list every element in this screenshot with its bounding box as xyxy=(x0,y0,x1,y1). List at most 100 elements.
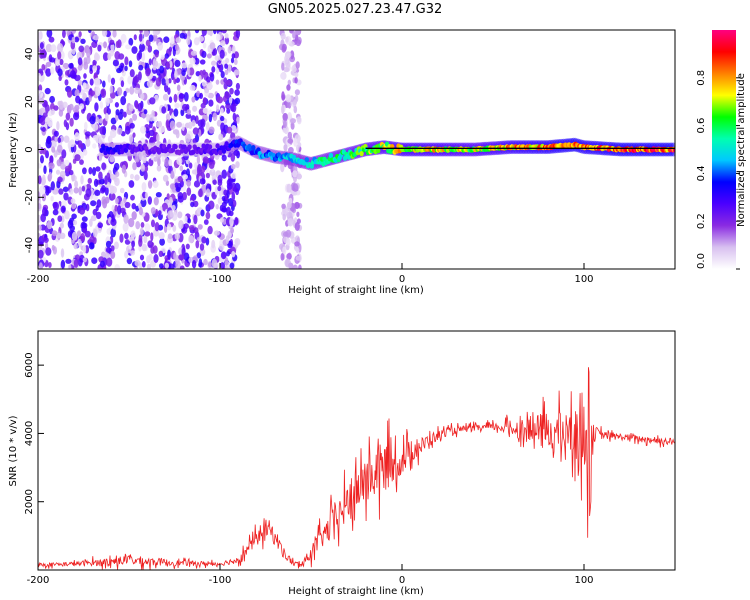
noise-mark xyxy=(236,116,240,125)
noise-mark xyxy=(148,58,152,66)
noise-mark xyxy=(143,30,150,37)
noise-mark xyxy=(284,54,289,64)
noise-mark xyxy=(115,197,119,204)
noise-mark xyxy=(156,164,162,172)
noise-mark xyxy=(292,99,297,106)
noise-mark xyxy=(99,260,105,268)
noise-mark xyxy=(137,71,142,81)
noise-mark xyxy=(232,199,237,208)
noise-mark xyxy=(44,186,50,196)
noise-mark xyxy=(71,231,78,241)
noise-mark xyxy=(106,172,111,181)
noise-mark xyxy=(202,156,209,164)
noise-mark xyxy=(281,104,285,115)
noise-mark xyxy=(198,258,203,268)
noise-mark xyxy=(141,261,146,268)
noise-mark xyxy=(146,255,151,264)
noise-mark xyxy=(41,63,46,71)
spectrogram-x-axis: -200 -100 0 100 xyxy=(27,263,594,285)
noise-mark xyxy=(46,220,53,230)
colorbar-tick-label: 0.2 xyxy=(696,213,707,229)
noise-mark xyxy=(109,155,115,163)
noise-mark xyxy=(213,30,217,35)
noise-mark xyxy=(74,254,81,261)
noise-mark xyxy=(99,126,106,135)
noise-mark xyxy=(101,185,106,193)
noise-mark xyxy=(222,206,227,213)
noise-mark xyxy=(192,127,199,135)
noise-mark xyxy=(185,133,191,143)
noise-mark xyxy=(113,241,119,250)
noise-mark xyxy=(82,257,87,263)
noise-mark xyxy=(235,30,241,39)
noise-mark xyxy=(69,188,74,195)
noise-mark xyxy=(50,108,55,115)
noise-mark xyxy=(153,156,158,162)
noise-mark xyxy=(146,263,152,269)
noise-mark xyxy=(65,112,71,121)
noise-mark xyxy=(208,99,214,107)
noise-mark xyxy=(167,233,173,240)
noise-mark xyxy=(149,121,153,129)
noise-mark xyxy=(74,180,79,188)
noise-mark xyxy=(152,245,158,254)
noise-mark xyxy=(225,79,232,86)
ridge-mark xyxy=(187,144,192,150)
noise-mark xyxy=(201,30,207,36)
noise-mark xyxy=(52,188,59,195)
noise-mark xyxy=(59,170,66,178)
noise-mark xyxy=(80,38,86,44)
noise-mark xyxy=(41,126,46,132)
noise-mark xyxy=(101,30,108,37)
noise-mark xyxy=(199,92,204,99)
noise-mark xyxy=(181,62,188,69)
noise-mark xyxy=(282,246,287,255)
noise-mark xyxy=(144,223,151,232)
noise-mark xyxy=(133,34,137,41)
noise-mark xyxy=(77,57,83,66)
noise-mark xyxy=(45,139,52,149)
noise-mark xyxy=(170,36,175,45)
noise-mark xyxy=(179,165,184,172)
noise-mark xyxy=(105,240,112,248)
ridge-mark xyxy=(179,148,185,154)
noise-mark xyxy=(191,96,196,103)
noise-mark xyxy=(144,192,148,199)
noise-mark xyxy=(85,55,91,65)
spectrogram-y-axis: -40 -20 0 20 40 xyxy=(24,48,44,253)
noise-mark xyxy=(229,217,234,227)
noise-mark xyxy=(176,121,183,128)
noise-mark xyxy=(281,203,286,209)
noise-mark xyxy=(112,30,117,38)
ridge-mark xyxy=(123,147,129,153)
noise-mark xyxy=(151,219,155,228)
noise-mark xyxy=(165,78,170,86)
snr-panel: -200 -100 0 100 2000 4000 6000 Height of stra… xyxy=(8,330,676,597)
noise-mark xyxy=(190,50,197,56)
noise-mark xyxy=(178,254,185,261)
noise-mark xyxy=(95,166,101,172)
noise-mark xyxy=(169,120,176,130)
noise-mark xyxy=(287,112,292,121)
noise-mark xyxy=(200,209,205,217)
noise-mark xyxy=(134,87,141,94)
x-tick-label: -100 xyxy=(209,575,232,586)
noise-mark xyxy=(155,77,162,87)
noise-mark xyxy=(50,66,55,75)
noise-mark xyxy=(50,181,55,191)
noise-mark xyxy=(131,211,137,220)
noise-mark xyxy=(79,152,84,160)
noise-mark xyxy=(125,44,132,50)
noise-mark xyxy=(162,174,169,182)
noise-mark xyxy=(292,183,299,192)
noise-mark xyxy=(84,121,88,131)
noise-mark xyxy=(283,66,290,73)
noise-mark xyxy=(172,224,177,232)
noise-mark xyxy=(131,203,137,210)
noise-mark xyxy=(154,60,158,67)
noise-mark xyxy=(217,197,223,205)
noise-mark xyxy=(89,218,93,227)
noise-mark xyxy=(46,30,53,38)
noise-mark xyxy=(231,251,236,258)
noise-mark xyxy=(208,113,213,123)
